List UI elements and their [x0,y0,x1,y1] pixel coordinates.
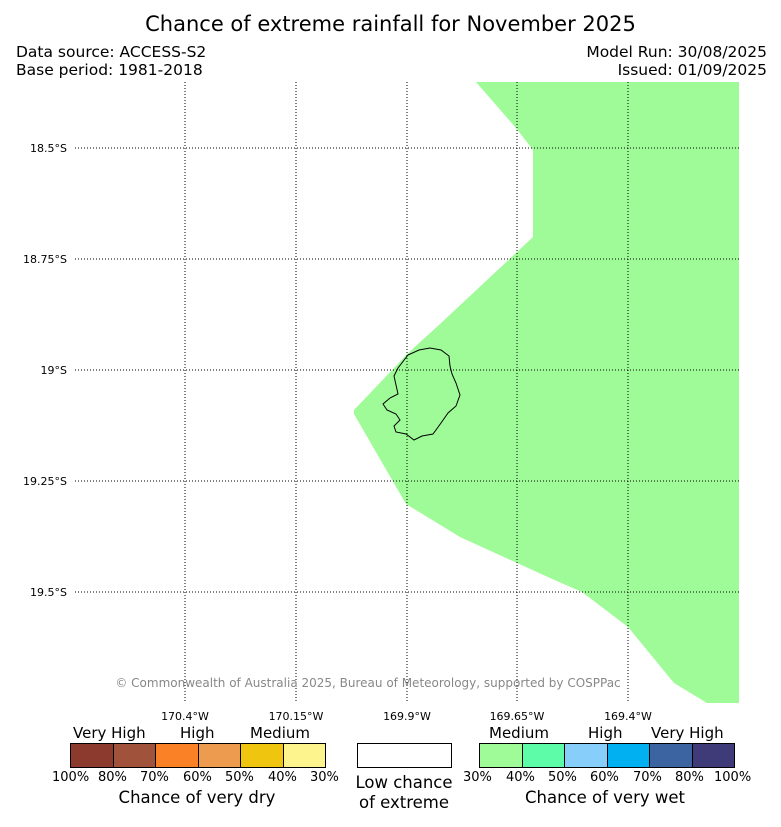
wet-tick: 100% [714,770,752,785]
dry-tick: 100% [52,770,90,785]
dry-tick: 70% [140,770,169,785]
dry-caption: Chance of very dry [118,788,276,807]
dry-color-cell [283,744,325,767]
data-source: Data source: ACCESS-S2 [16,43,207,61]
wet-tick: 50% [548,770,577,785]
dry-level-high: High [180,724,215,742]
wet-level-very-high: Very High [651,724,724,742]
dry-color-cell [71,744,114,767]
wet-level-high: High [588,724,623,742]
wet-tick: 70% [633,770,662,785]
dry-colorbar [70,743,326,768]
lon-label: 169.4°W [604,710,652,723]
wet-color-cell [480,744,523,767]
lat-labels: 18.5°S 18.75°S 19°S 19.25°S 19.5°S [23,142,67,599]
wet-tick: 30% [463,770,492,785]
wet-chance-region [354,82,739,703]
wet-color-cell [565,744,608,767]
lon-label: 170.15°W [269,710,324,723]
wet-caption: Chance of very wet [525,788,685,807]
low-chance-caption: Low chance of extreme [338,773,470,813]
lon-labels: 170.4°W 170.15°W 169.9°W 169.65°W 169.4°… [161,710,652,723]
lon-label: 170.4°W [161,710,209,723]
dry-level-medium: Medium [250,724,310,742]
dry-tick: 30% [310,770,339,785]
wet-tick: 80% [675,770,704,785]
dry-tick: 60% [183,770,212,785]
niue-coastline [382,347,461,441]
dry-tick: 40% [268,770,297,785]
wet-color-cell [650,744,693,767]
map-title: Chance of extreme rainfall for November … [145,12,636,36]
lat-label: 19°S [41,364,67,377]
dry-color-cell [156,744,199,767]
wet-tick: 60% [590,770,619,785]
wet-tick: 40% [506,770,535,785]
lat-label: 19.5°S [30,586,67,599]
lat-label: 18.75°S [23,253,67,266]
dry-color-cell [113,744,156,767]
lon-label: 169.65°W [490,710,545,723]
issued-date: Issued: 01/09/2025 [617,61,767,79]
copyright-notice: © Commonwealth of Australia 2025, Bureau… [115,676,620,690]
low-chance-swatch [357,743,452,768]
dry-tick: 80% [98,770,127,785]
lat-label: 18.5°S [30,142,67,155]
low-chance-line1: Low chance [355,773,453,792]
wet-color-cell [522,744,565,767]
dry-tick: 50% [225,770,254,785]
low-chance-line2: of extreme [358,793,450,812]
wet-color-cell [607,744,650,767]
header-left: Data source: ACCESS-S2 Base period: 1981… [16,43,206,79]
base-period: Base period: 1981-2018 [16,61,203,79]
lat-label: 19.25°S [23,475,67,488]
model-run: Model Run: 30/08/2025 [586,43,767,61]
lon-label: 169.9°W [383,710,431,723]
wet-color-cell [692,744,734,767]
header-right: Model Run: 30/08/2025 Issued: 01/09/2025 [586,43,767,79]
dry-level-very-high: Very High [73,724,146,742]
wet-level-medium: Medium [489,724,549,742]
dry-color-cell [241,744,284,767]
wet-colorbar [479,743,735,768]
dry-color-cell [198,744,241,767]
